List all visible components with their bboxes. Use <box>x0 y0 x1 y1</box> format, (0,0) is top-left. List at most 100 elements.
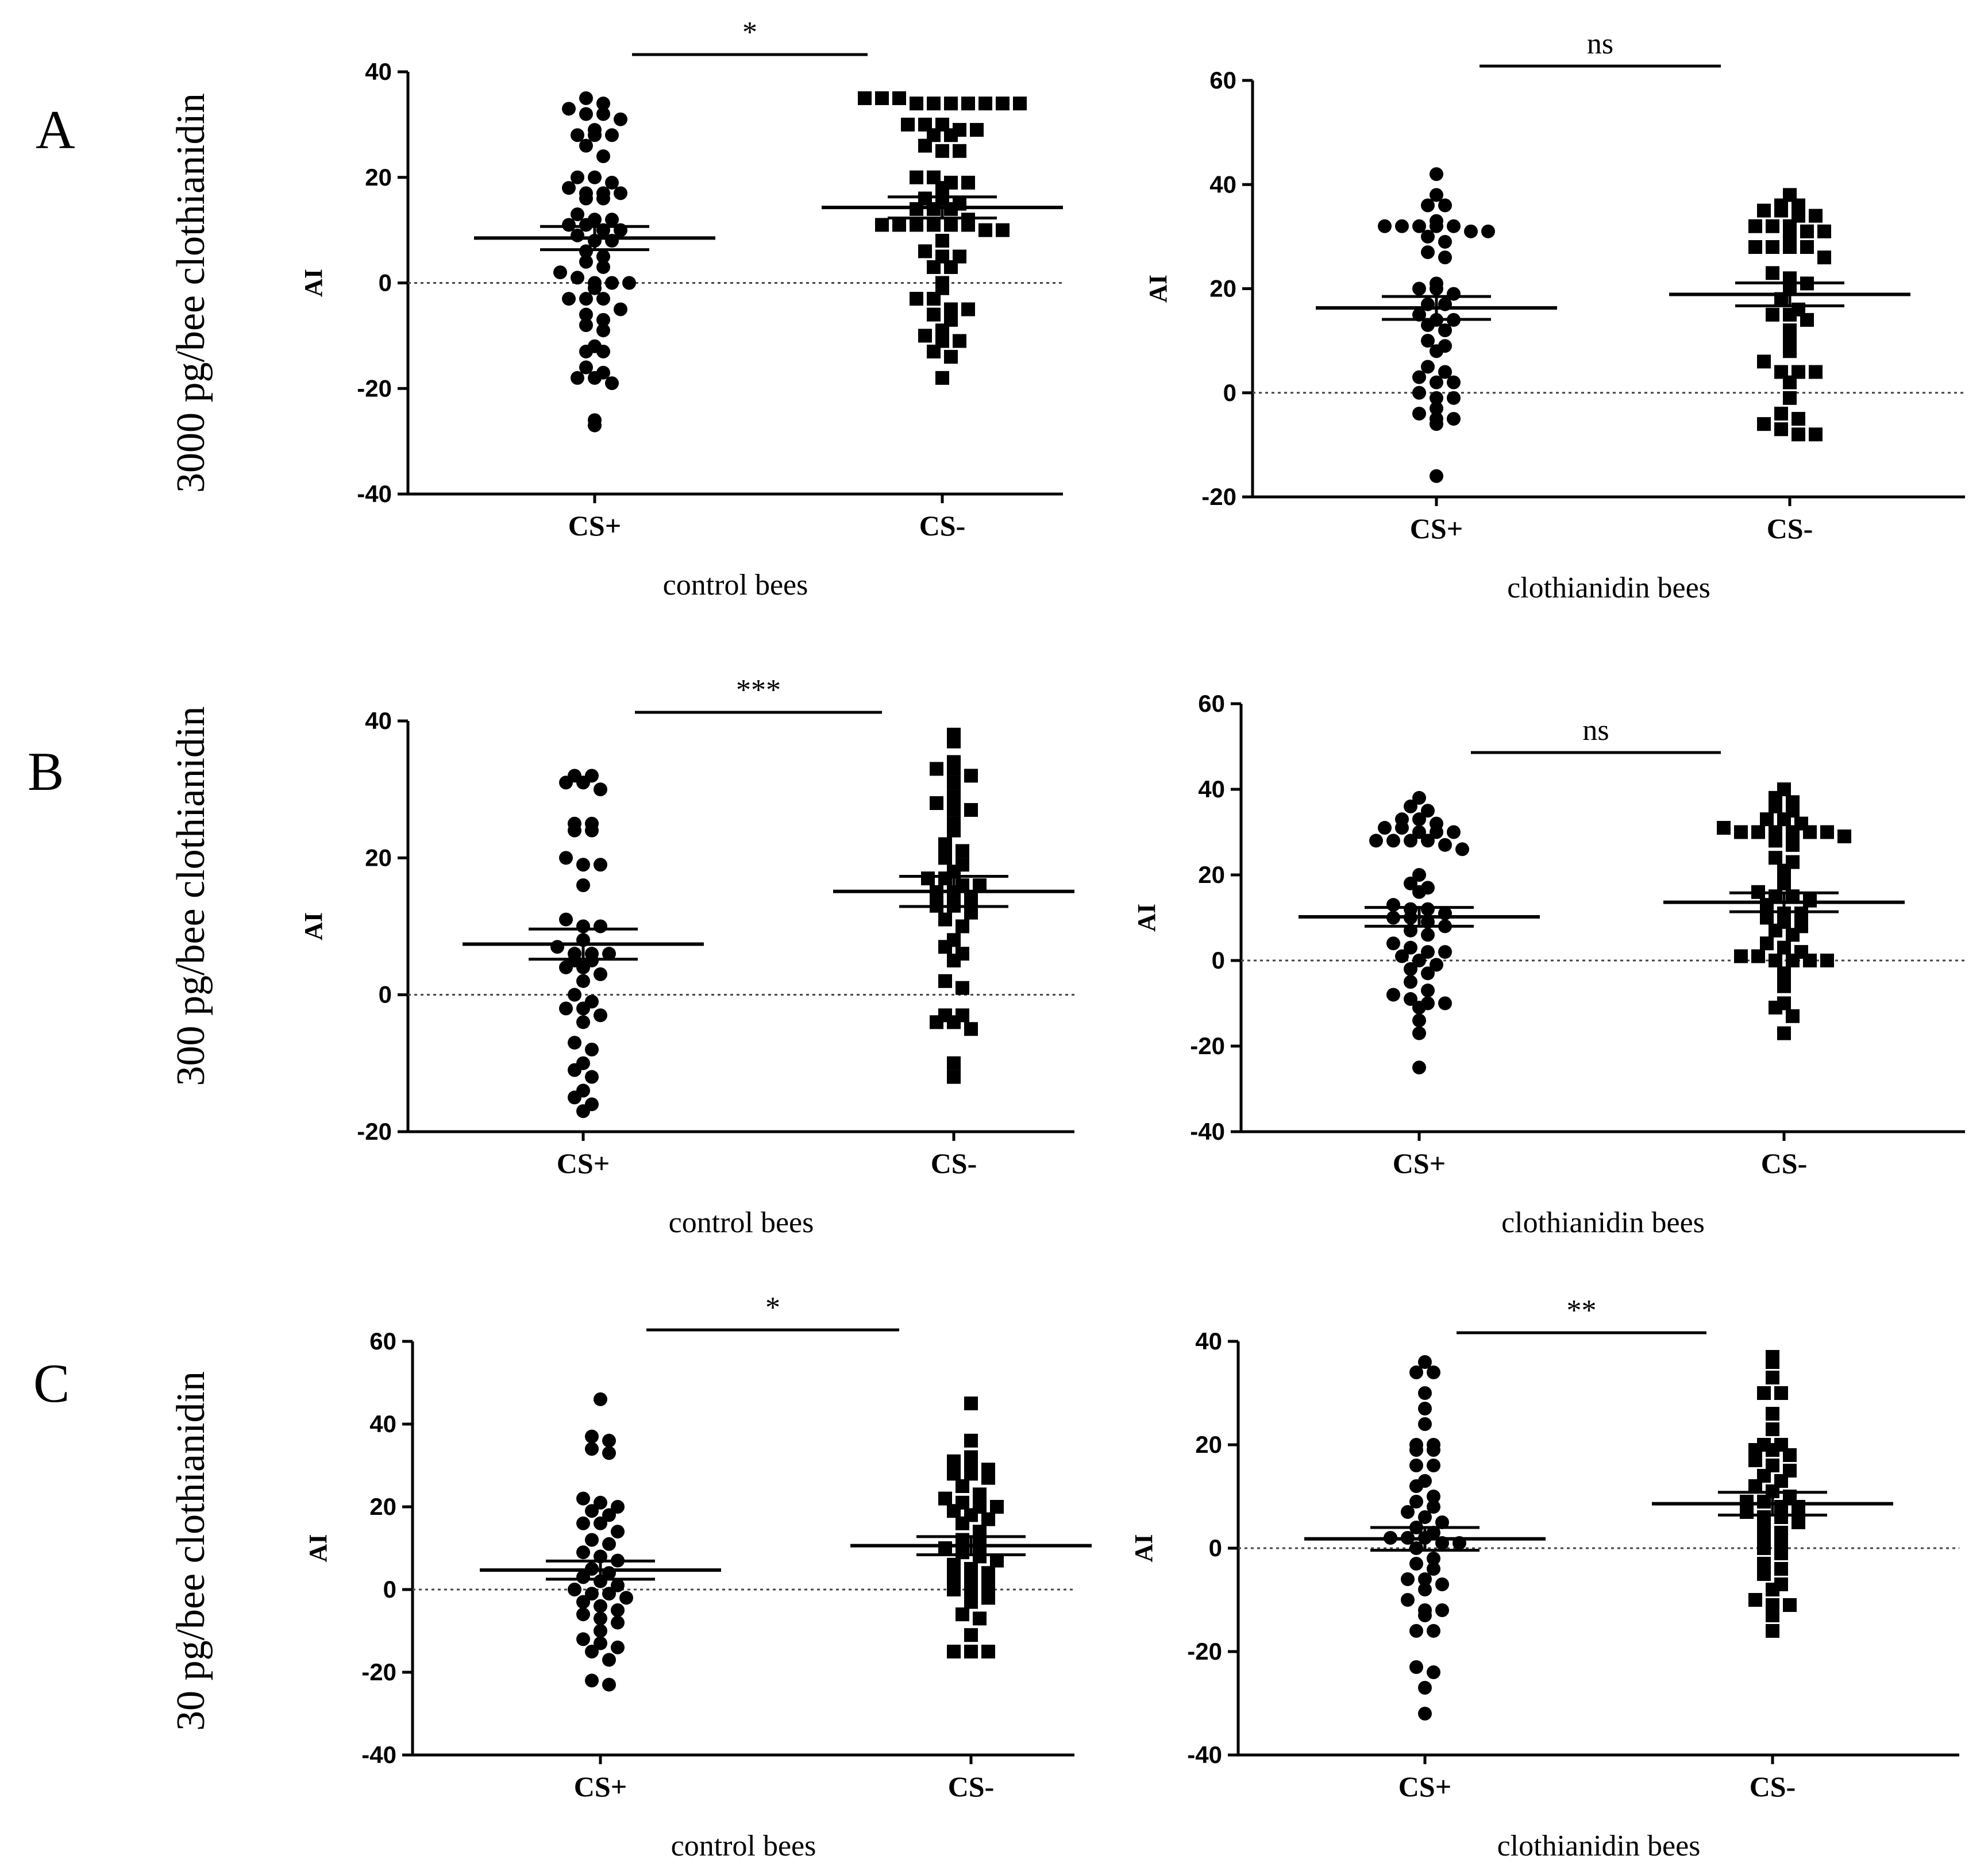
data-point <box>1430 167 1443 182</box>
data-point <box>938 1541 952 1555</box>
chart-panel-A-control: -40 -20 0 20 40 AI CS+ CS-control bees * <box>299 16 1063 601</box>
data-point <box>1766 1583 1779 1596</box>
data-point <box>594 1599 607 1613</box>
data-point <box>585 1070 599 1084</box>
data-point <box>602 1508 616 1522</box>
data-point <box>944 218 958 232</box>
data-point <box>596 249 610 264</box>
data-point <box>961 175 975 190</box>
data-point <box>1777 812 1791 827</box>
data-point <box>1401 1572 1415 1586</box>
series-cs-plus <box>1304 1355 1546 1721</box>
data-point <box>1409 1443 1423 1457</box>
data-point <box>1803 825 1817 839</box>
data-point <box>576 1516 590 1530</box>
data-point <box>576 1001 590 1016</box>
data-point <box>1777 979 1791 993</box>
data-point <box>1386 987 1400 1002</box>
data-point <box>1786 838 1800 852</box>
data-point <box>1748 1479 1762 1493</box>
data-point <box>910 218 923 232</box>
data-point <box>1800 224 1814 238</box>
y-tick-label: 20 <box>1195 1431 1222 1458</box>
y-tick-label: 40 <box>365 58 392 85</box>
series-cs-minus <box>822 91 1063 385</box>
data-point <box>1404 975 1417 989</box>
data-point <box>927 218 941 232</box>
row-letter-a: A <box>36 99 75 160</box>
data-point <box>1777 876 1791 890</box>
data-point <box>571 271 584 285</box>
data-point <box>579 218 593 232</box>
data-point <box>1809 427 1823 442</box>
data-point <box>1430 281 1443 296</box>
series-cs-plus <box>463 769 704 1118</box>
data-point <box>1412 1013 1426 1028</box>
data-point <box>614 112 627 126</box>
x-tick-label-cs-plus: CS+ <box>568 510 621 542</box>
x-tick-label-cs-minus: CS- <box>1750 1770 1796 1803</box>
y-tick-label: -20 <box>357 1118 392 1145</box>
data-point <box>921 871 935 886</box>
data-point <box>964 769 978 783</box>
data-point <box>579 292 593 306</box>
data-point <box>1783 1598 1797 1612</box>
data-point <box>1769 799 1782 813</box>
data-point <box>1435 1577 1449 1591</box>
data-point <box>947 1557 961 1572</box>
data-point <box>961 97 975 111</box>
data-point <box>1717 821 1731 835</box>
data-point <box>1427 1562 1440 1576</box>
data-point <box>1386 898 1400 912</box>
y-tick-label: 0 <box>379 269 392 296</box>
data-point <box>1427 1490 1440 1503</box>
y-tick-label: 40 <box>1198 776 1225 803</box>
data-point <box>588 371 602 385</box>
data-point <box>576 1104 590 1118</box>
data-point <box>1409 1557 1423 1571</box>
data-point <box>605 234 619 248</box>
data-point <box>1378 821 1392 835</box>
data-point <box>1774 1562 1788 1576</box>
data-point <box>1412 954 1426 967</box>
data-point <box>602 1653 616 1667</box>
data-point <box>1766 1443 1779 1457</box>
data-point <box>927 97 941 111</box>
data-point <box>1427 1459 1440 1472</box>
data-point <box>579 244 593 259</box>
data-point <box>1427 1665 1440 1679</box>
row-letter-c: C <box>33 1353 70 1414</box>
data-point <box>970 123 984 137</box>
data-point <box>953 144 966 158</box>
data-point <box>1438 838 1452 852</box>
data-point <box>1837 829 1851 843</box>
data-point <box>576 858 590 872</box>
data-point <box>585 1043 599 1056</box>
data-point <box>568 987 581 1002</box>
data-point <box>990 1500 1004 1514</box>
data-point <box>571 371 584 385</box>
data-point <box>611 1500 625 1514</box>
data-point <box>1409 1365 1423 1379</box>
y-tick-label: 0 <box>379 981 392 1008</box>
data-point <box>1783 375 1797 389</box>
data-point <box>981 1578 995 1592</box>
data-point <box>1435 1515 1449 1529</box>
data-point <box>935 144 949 158</box>
data-point <box>1404 799 1417 813</box>
data-point <box>1757 1567 1771 1581</box>
data-point <box>1427 1500 1440 1514</box>
chart-panel-B-control: -20 0 20 40 AI CS+ CS-control bees *** <box>299 674 1074 1239</box>
data-point <box>1438 996 1452 1010</box>
data-point <box>1418 1386 1432 1400</box>
data-point <box>1395 949 1409 963</box>
data-point <box>875 91 889 105</box>
data-point <box>571 170 584 184</box>
data-point <box>1404 962 1417 976</box>
y-tick-label: 40 <box>1209 171 1236 198</box>
data-point <box>1430 469 1443 483</box>
data-point <box>1427 1365 1440 1379</box>
data-point <box>927 260 941 274</box>
data-point <box>961 302 975 317</box>
data-point <box>1820 825 1834 839</box>
